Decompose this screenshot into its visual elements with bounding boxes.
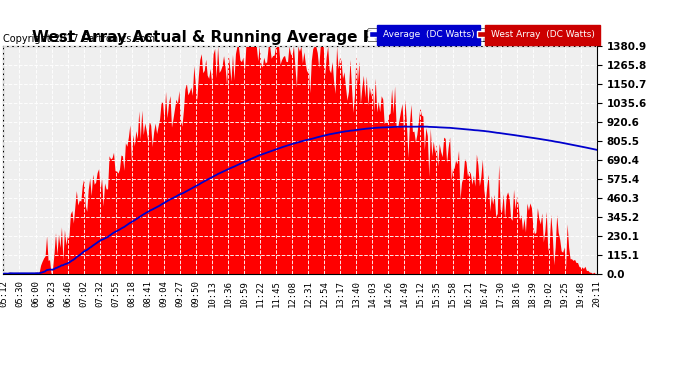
Title: West Array Actual & Running Average Power Sun Jun 11 20:26: West Array Actual & Running Average Powe… — [32, 30, 568, 45]
Text: Copyright 2017 Cartronics.com: Copyright 2017 Cartronics.com — [3, 34, 155, 44]
Legend: Average  (DC Watts), West Array  (DC Watts): Average (DC Watts), West Array (DC Watts… — [367, 28, 597, 41]
